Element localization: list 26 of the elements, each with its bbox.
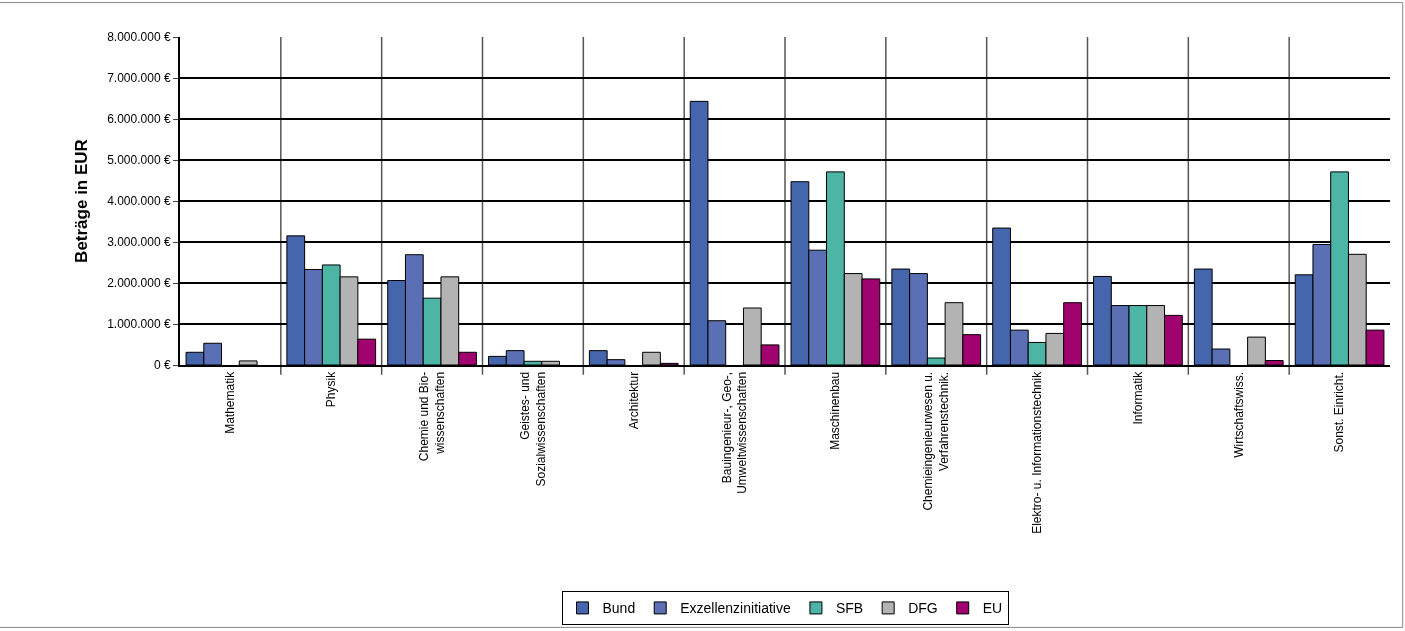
legend-label: EU (982, 600, 1003, 617)
x-tick-label: Bauingenieur-, Geo-, Umweltwissenschaften (719, 371, 750, 494)
x-tick-label: Maschinenbau (828, 371, 843, 450)
x-tick-label: Sonst. Einricht. (1332, 371, 1347, 453)
y-tick-label: 1.000.000 € (107, 317, 171, 332)
x-tick-label: Elektro- u. Informationstechnik (1029, 370, 1044, 534)
x-tick-label: Architektur (626, 371, 641, 430)
y-tick-label: 8.000.000 € (107, 30, 171, 45)
x-tick-label: Chemieingenieurwesen u. Verfahrenstechnik. (921, 371, 951, 511)
y-tick-label: 0 € (153, 358, 171, 373)
y-tick-label: 2.000.000 € (107, 276, 171, 291)
y-tick-label: 7.000.000 € (107, 71, 171, 86)
x-tick-label: Physik (324, 370, 339, 408)
x-tick-label: Mathematik (223, 370, 238, 434)
x-tick-label: Chemie und Bio- wissenschaften (417, 371, 447, 462)
legend-label: Bund (602, 600, 636, 617)
y-tick-label: 5.000.000 € (107, 153, 171, 168)
legend-label: SFB (835, 600, 864, 617)
legend-label: Exzellenzinitiative (680, 600, 791, 617)
y-tick-label: 6.000.000 € (107, 112, 171, 127)
y-tick-label: 4.000.000 € (107, 194, 171, 209)
y-tick-label: 3.000.000 € (107, 235, 171, 250)
legend-label: DFG (908, 600, 938, 617)
x-tick-label: Wirtschaftswiss. (1231, 371, 1246, 458)
x-tick-label: Informatik (1130, 370, 1145, 425)
y-axis-title: Beträge in EUR (72, 139, 92, 263)
